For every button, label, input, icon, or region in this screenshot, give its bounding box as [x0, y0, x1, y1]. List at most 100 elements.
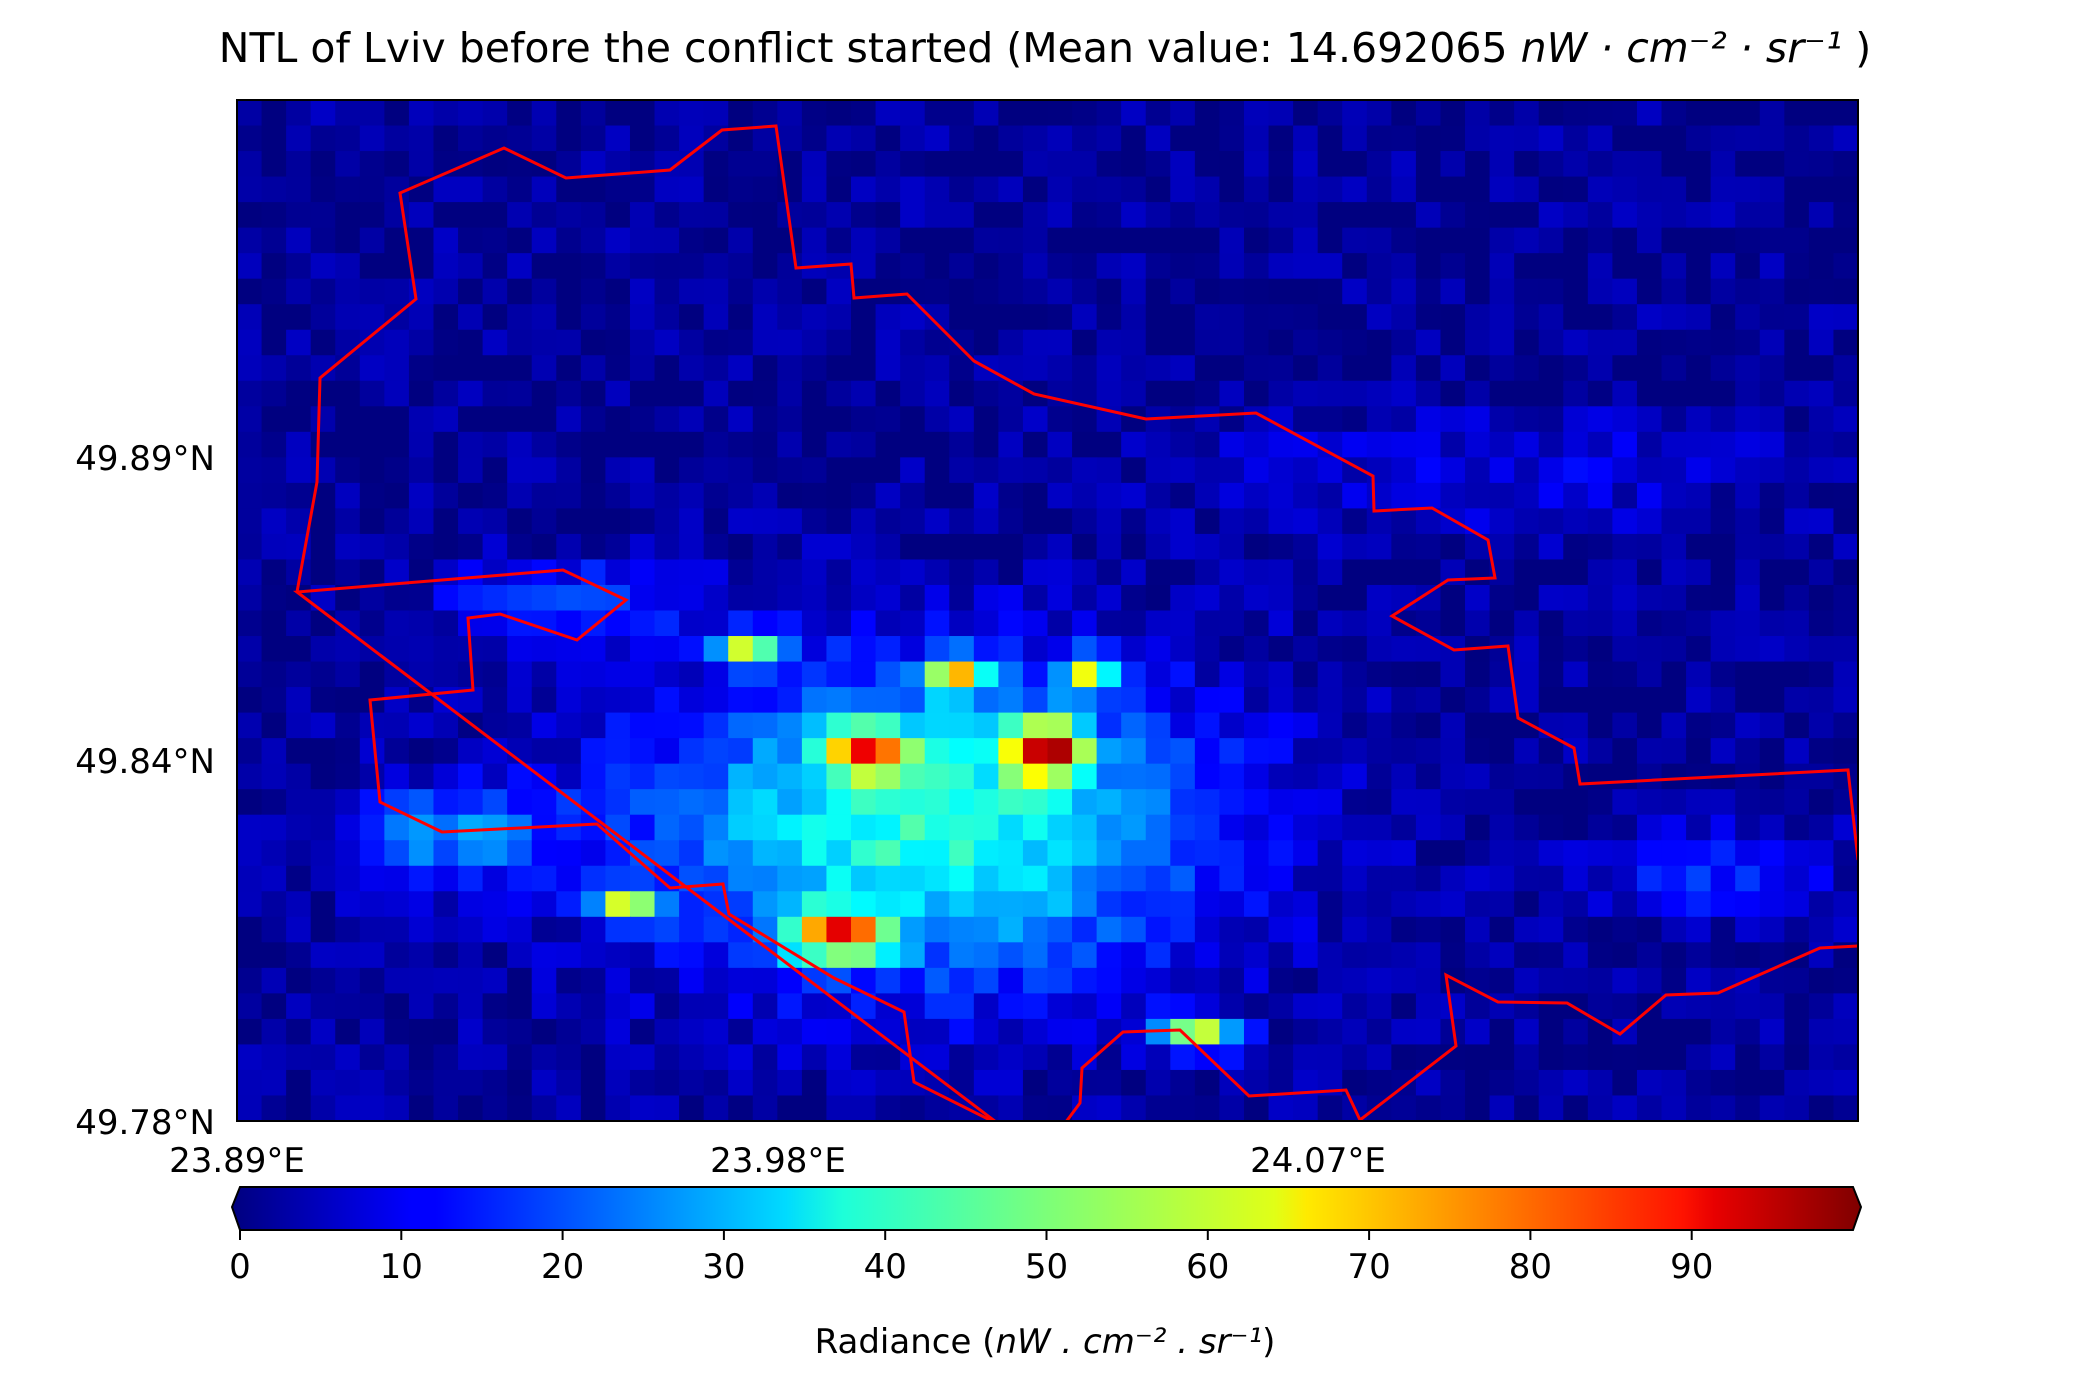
heatmap-cell	[1710, 406, 1736, 433]
heatmap-cell	[580, 380, 607, 407]
heatmap-cell	[801, 559, 828, 586]
heatmap-cell	[1096, 814, 1122, 841]
heatmap-cell	[458, 814, 484, 841]
heatmap-cell	[1342, 508, 1368, 535]
heatmap-cell	[237, 993, 263, 1020]
heatmap-cell	[1317, 967, 1343, 994]
heatmap-cell	[556, 610, 582, 637]
heatmap-cell	[1808, 916, 1835, 943]
heatmap-cell	[1587, 584, 1613, 612]
heatmap-cell	[1440, 584, 1466, 612]
heatmap-cell	[335, 227, 361, 254]
heatmap-cell	[1293, 763, 1319, 790]
heatmap-cell	[482, 304, 508, 331]
heatmap-cell	[1710, 1018, 1736, 1046]
heatmap-cell	[1121, 253, 1147, 280]
heatmap-cell	[679, 763, 705, 790]
heatmap-cell	[654, 406, 680, 433]
heatmap-cell	[949, 814, 975, 841]
heatmap-cell	[310, 993, 336, 1020]
heatmap-cell	[531, 1095, 557, 1122]
heatmap-cell	[679, 712, 705, 739]
heatmap-cell	[826, 1018, 852, 1046]
heatmap-cell	[1022, 457, 1049, 484]
heatmap-cell	[654, 380, 680, 407]
heatmap-cell	[629, 304, 656, 331]
heatmap-cell	[1514, 840, 1540, 867]
heatmap-cell	[286, 789, 312, 816]
heatmap-cell	[1317, 712, 1343, 739]
heatmap-cell	[1686, 100, 1712, 127]
heatmap-cell	[1784, 431, 1810, 458]
heatmap-cell	[1636, 202, 1663, 229]
heatmap-cell	[310, 227, 336, 254]
heatmap-cell	[1514, 942, 1540, 969]
heatmap-cell	[1268, 891, 1294, 918]
heatmap-cell	[900, 584, 926, 612]
heatmap-cell	[1612, 712, 1638, 739]
heatmap-cell	[1686, 533, 1712, 561]
heatmap-cell	[1022, 355, 1049, 382]
heatmap-cell	[310, 865, 336, 892]
heatmap-cell	[261, 380, 287, 407]
heatmap-cell	[801, 942, 828, 969]
heatmap-cell	[1636, 1069, 1663, 1097]
heatmap-cell	[654, 125, 680, 152]
heatmap-cell	[752, 636, 778, 663]
heatmap-cell	[728, 202, 754, 229]
heatmap-cell	[679, 661, 705, 688]
heatmap-cell	[1808, 329, 1835, 356]
heatmap-cell	[752, 151, 778, 178]
heatmap-cell	[605, 993, 631, 1020]
heatmap-cell	[1587, 278, 1613, 305]
heatmap-cell	[703, 329, 729, 356]
heatmap-cell	[237, 1069, 263, 1097]
heatmap-cell	[384, 559, 410, 586]
heatmap-cell	[1047, 100, 1073, 127]
heatmap-cell	[777, 431, 803, 458]
heatmap-cell	[1465, 380, 1491, 407]
heatmap-cell	[1563, 636, 1589, 663]
heatmap-cell	[1293, 1095, 1319, 1122]
heatmap-cell	[384, 942, 410, 969]
heatmap-cell	[1391, 253, 1417, 280]
heatmap-cell	[458, 967, 484, 994]
heatmap-cell	[924, 687, 950, 714]
heatmap-cell	[1121, 763, 1147, 790]
heatmap-cell	[1194, 967, 1221, 994]
heatmap-cell	[679, 1095, 705, 1122]
heatmap-cell	[1194, 916, 1221, 943]
heatmap-cell	[1808, 738, 1835, 765]
heatmap-cell	[1072, 431, 1098, 458]
heatmap-cell	[1514, 125, 1540, 152]
heatmap-cell	[261, 840, 287, 867]
heatmap-cell	[1072, 253, 1098, 280]
heatmap-cell	[1440, 482, 1466, 510]
heatmap-cell	[556, 533, 582, 561]
heatmap-cell	[1514, 636, 1540, 663]
heatmap-cell	[1096, 355, 1122, 382]
heatmap-cell	[482, 202, 508, 229]
heatmap-cell	[1366, 993, 1392, 1020]
colorbar-label-suffix: )	[1262, 1322, 1276, 1362]
heatmap-cell	[801, 738, 828, 765]
heatmap-cell	[1735, 176, 1761, 203]
heatmap-cell	[851, 508, 877, 535]
heatmap-cell	[1636, 508, 1663, 535]
heatmap-cell	[310, 202, 336, 229]
heatmap-cell	[1268, 814, 1294, 841]
heatmap-cell	[1636, 789, 1663, 816]
heatmap-cell	[433, 712, 459, 739]
heatmap-cell	[408, 1018, 435, 1046]
heatmap-cell	[1563, 942, 1589, 969]
heatmap-cell	[1538, 789, 1564, 816]
heatmap-cell	[1170, 533, 1196, 561]
heatmap-cell	[801, 636, 828, 663]
heatmap-cell	[482, 993, 508, 1020]
heatmap-cell	[1317, 584, 1343, 612]
heatmap-cell	[1145, 738, 1171, 765]
heatmap-cell	[310, 508, 336, 535]
heatmap-cell	[851, 763, 877, 790]
heatmap-cell	[359, 100, 385, 127]
heatmap-cell	[1145, 661, 1171, 688]
